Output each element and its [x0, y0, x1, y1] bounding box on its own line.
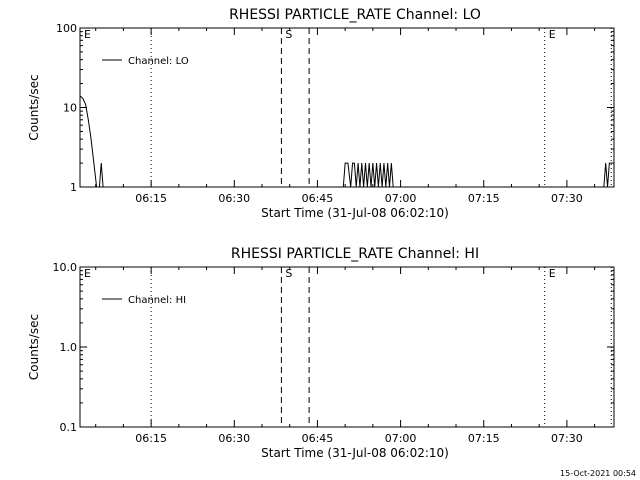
marker-label: S: [285, 267, 292, 280]
x-tick-label: 06:30: [218, 432, 250, 445]
x-axis-label: Start Time (31-Jul-08 06:02:10): [261, 446, 449, 460]
y-tick-label: 1.0: [60, 341, 78, 354]
legend-label: Channel: LO: [128, 56, 189, 67]
x-tick-label: 06:45: [302, 432, 334, 445]
chart-panel-hi: RHESSI PARTICLE_RATE Channel: HI 0.1 1.0 10…: [27, 246, 615, 460]
y-axis-label: Counts/sec: [27, 314, 41, 380]
y-tick-label: 100: [56, 22, 77, 35]
marker-label: E: [549, 267, 556, 280]
x-tick-label: 06:45: [302, 192, 334, 205]
y-axis-label: Counts/sec: [27, 74, 41, 140]
x-tick-label: 06:15: [135, 192, 167, 205]
footer-timestamp: 15-Oct-2021 00:54: [560, 469, 636, 478]
plot-frame: [79, 266, 615, 428]
chart-title: RHESSI PARTICLE_RATE Channel: HI: [231, 246, 479, 262]
chart-panel-lo: RHESSI PARTICLE_RATE Channel: LO 1 10 100 Co…: [27, 7, 615, 220]
y-tick-label: 10: [63, 102, 77, 115]
marker-label: S: [285, 28, 292, 41]
chart-title: RHESSI PARTICLE_RATE Channel: LO: [229, 7, 481, 23]
x-tick-label: 07:30: [551, 192, 583, 205]
y-tick-label: 10.0: [53, 261, 78, 274]
x-tick-label: 07:00: [385, 432, 417, 445]
legend-label: Channel: HI: [128, 295, 186, 306]
marker-label: E: [84, 267, 91, 280]
x-axis-label: Start Time (31-Jul-08 06:02:10): [261, 206, 449, 220]
x-tick-label: 07:00: [385, 192, 417, 205]
x-tick-label: 07:15: [468, 432, 500, 445]
x-tick-label: 06:30: [218, 192, 250, 205]
series-line: [79, 95, 612, 188]
y-tick-label: 0.1: [60, 421, 78, 434]
marker-label: E: [549, 28, 556, 41]
x-tick-label: 07:15: [468, 192, 500, 205]
y-tick-label: 1: [70, 181, 77, 194]
x-tick-label: 07:30: [551, 432, 583, 445]
x-tick-label: 06:15: [135, 432, 167, 445]
marker-label: E: [84, 28, 91, 41]
